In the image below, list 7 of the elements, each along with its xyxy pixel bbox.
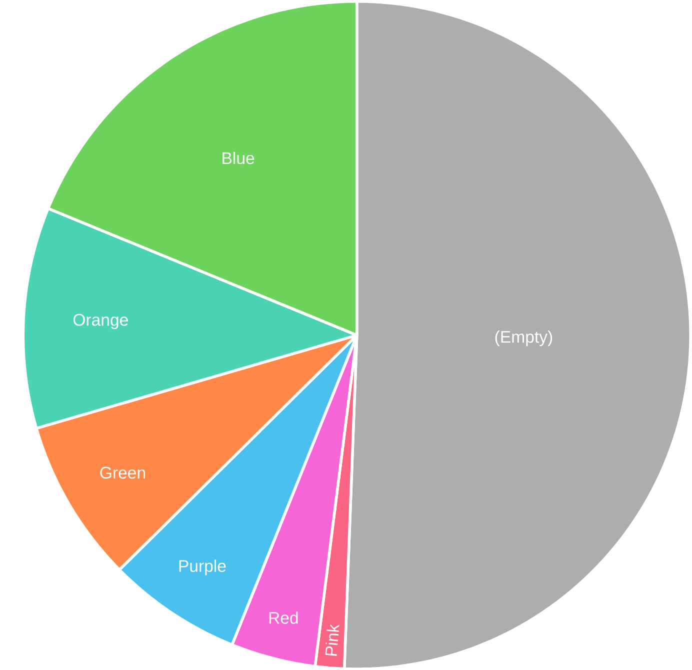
slice-label: Green	[100, 466, 145, 478]
slice-label: Pink	[325, 624, 340, 656]
slice-label: Blue	[222, 152, 254, 164]
slice-label: Purple	[179, 559, 226, 576]
slice-label: Red	[269, 611, 298, 624]
slice-label: (Empty)	[495, 330, 552, 346]
slice-label: Orange	[73, 314, 128, 329]
